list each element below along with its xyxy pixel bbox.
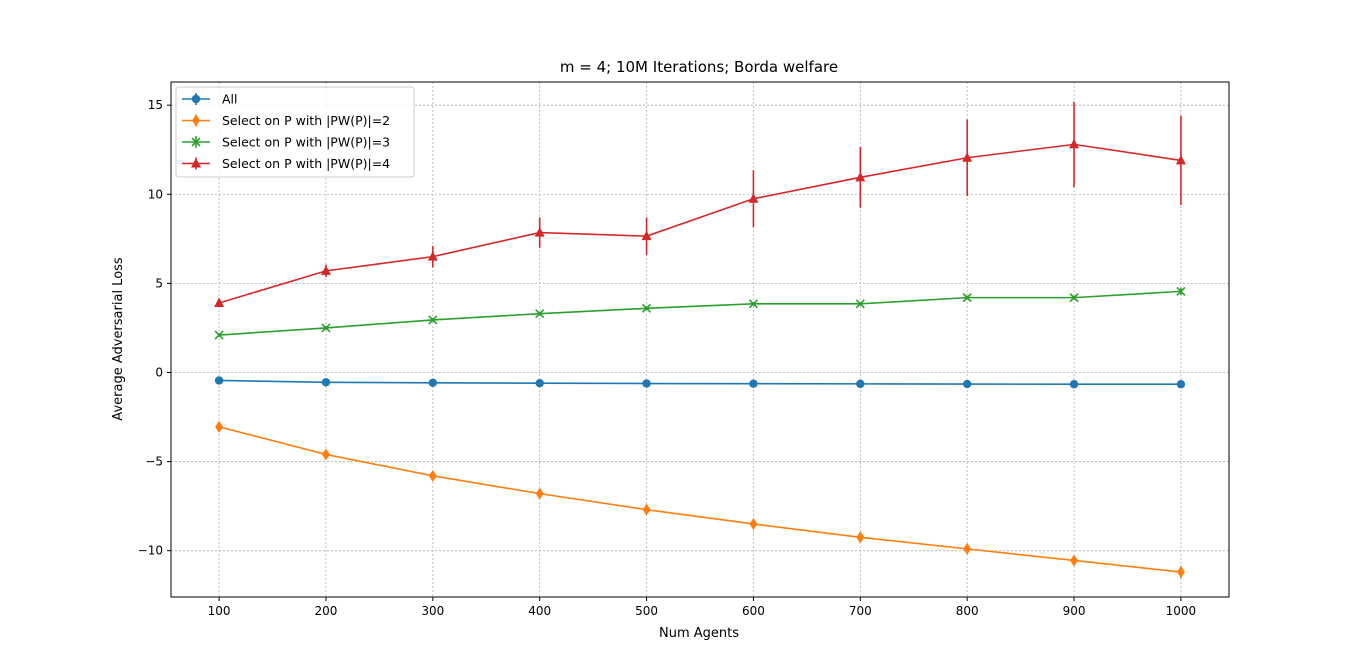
y-tick-label: 5 (155, 276, 163, 290)
plot-frame (170, 81, 1230, 598)
x-tick-label: 900 (1063, 604, 1086, 618)
data-point (320, 265, 331, 275)
legend-item: Select on P with |PW(P)|=2 (182, 113, 390, 128)
data-point (214, 330, 224, 340)
data-point (642, 503, 651, 516)
data-point (535, 487, 544, 500)
data-point (427, 251, 438, 261)
series-4 (214, 101, 1186, 307)
series-line (219, 379, 1181, 386)
data-point (748, 299, 759, 309)
legend-frame (175, 86, 415, 178)
data-point (1069, 380, 1079, 389)
y-tick-label: 10 (148, 187, 163, 201)
data-point (855, 299, 865, 309)
marker-stroke (962, 293, 972, 303)
marker-stroke (214, 330, 224, 340)
x-tick-label: 400 (528, 604, 551, 618)
marker-stroke (1069, 293, 1079, 303)
legend-item: Select on P with |PW(P)|=3 (182, 135, 390, 150)
series-layer (214, 101, 1186, 579)
legend-marker (191, 158, 201, 168)
data-point (856, 379, 865, 389)
series-line (218, 143, 1182, 304)
y-axis-label: Average Adversarial Loss (111, 257, 126, 421)
x-tick-label: 200 (315, 604, 338, 618)
data-point (962, 293, 972, 303)
data-point (1069, 138, 1080, 149)
data-point (962, 152, 973, 162)
legend-marker (191, 94, 201, 104)
y-tick-label: −5 (145, 455, 163, 469)
data-point (641, 230, 652, 241)
marker-stroke (1176, 286, 1186, 296)
data-point (1176, 380, 1186, 389)
legend-item: All (182, 92, 238, 107)
data-point (534, 227, 545, 237)
marker-stroke (428, 315, 438, 325)
data-point (856, 531, 865, 544)
legend-label: Select on P with |PW(P)|=3 (222, 135, 390, 150)
x-tick-label: 100 (208, 604, 231, 618)
legend-label: Select on P with |PW(P)|=2 (222, 113, 390, 128)
legend-marker (192, 114, 200, 127)
marker-stroke (641, 303, 652, 313)
chart-title: m = 4; 10M Iterations; Borda welfare (560, 58, 838, 76)
data-point (1176, 566, 1185, 579)
data-point (1176, 286, 1186, 296)
data-point (1070, 554, 1079, 567)
axis-ticks: 100 200 300 400 500 600 700 800 900 1000 −10 −5 0 5 10… (138, 98, 1197, 618)
data-point (215, 420, 224, 433)
data-point (642, 379, 651, 388)
data-point (749, 379, 758, 388)
legend: All Select on P with |PW(P)|=2 Select on P… (175, 86, 415, 178)
legend-label: Select on P with |PW(P)|=4 (222, 156, 390, 171)
data-point (321, 448, 330, 461)
grid (171, 82, 1229, 597)
x-tick-label: 600 (742, 604, 765, 618)
series-1 (214, 376, 1186, 389)
data-point (428, 469, 437, 482)
data-point (748, 193, 759, 203)
marker-stroke (855, 299, 865, 309)
marker-stroke (748, 299, 759, 309)
legend-item: Select on P with |PW(P)|=4 (182, 156, 390, 171)
marker-stroke (535, 309, 545, 319)
data-point (1175, 154, 1186, 165)
y-tick-label: −10 (138, 544, 163, 558)
data-point (535, 378, 544, 388)
data-point (1069, 293, 1079, 303)
data-point (214, 297, 225, 307)
x-axis-label: Num Agents (659, 626, 739, 641)
data-point (428, 315, 438, 325)
x-tick-label: 700 (849, 604, 872, 618)
legend-label: All (222, 92, 238, 107)
data-point (214, 376, 224, 385)
marker-stroke (321, 323, 331, 333)
data-point (321, 378, 331, 387)
data-point (641, 303, 652, 313)
x-tick-label: 500 (635, 604, 658, 618)
data-point (855, 171, 866, 182)
legend-marker (191, 137, 201, 147)
data-point (428, 378, 438, 388)
y-tick-label: 0 (155, 365, 163, 379)
x-tick-label: 300 (421, 604, 444, 618)
x-tick-label: 1000 (1166, 604, 1197, 618)
series-line (218, 426, 1181, 573)
marker-stroke (191, 137, 201, 147)
y-tick-label: 15 (148, 98, 163, 112)
data-point (321, 323, 331, 333)
data-point (535, 309, 545, 319)
data-point (963, 542, 972, 555)
data-point (749, 517, 758, 530)
series-2 (215, 420, 1185, 579)
x-tick-label: 800 (956, 604, 979, 618)
series-line (219, 290, 1181, 336)
data-point (962, 379, 972, 389)
series-3 (214, 286, 1186, 340)
